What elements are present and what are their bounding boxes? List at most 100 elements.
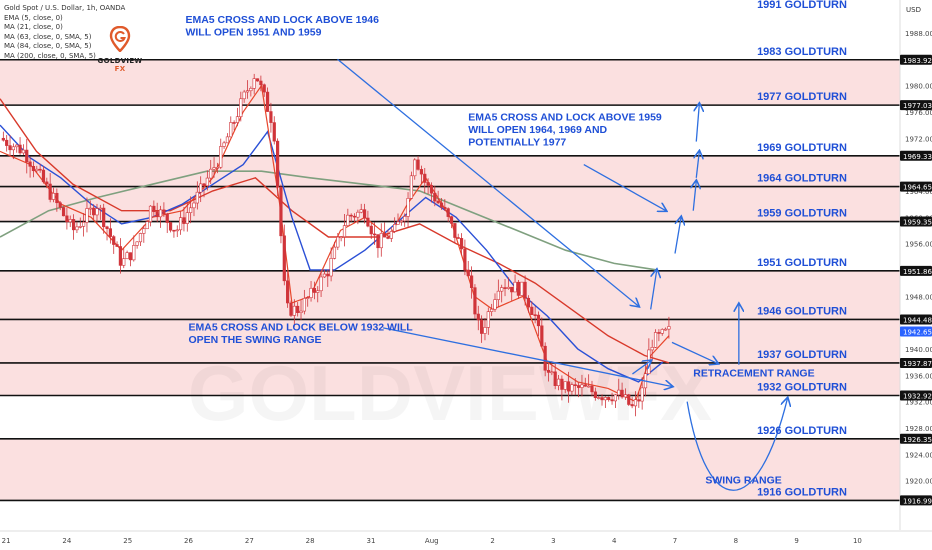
candle-body xyxy=(68,219,72,223)
candle-body xyxy=(530,306,534,315)
candle-body xyxy=(98,207,102,210)
level-label-6: 1951 GOLDTURN xyxy=(757,257,847,269)
candle-body xyxy=(486,311,490,328)
candle-body xyxy=(583,384,587,387)
candle-body xyxy=(225,136,230,144)
candle-body xyxy=(102,207,106,228)
candle-body xyxy=(168,222,173,231)
level-label-3: 1969 GOLDTURN xyxy=(757,142,847,154)
candle-body xyxy=(31,166,36,172)
candle-body xyxy=(75,226,79,231)
candle-body xyxy=(419,169,424,175)
time-tick-11: 7 xyxy=(673,537,677,545)
candle-body xyxy=(466,269,470,277)
time-tick-3: 26 xyxy=(184,537,193,545)
candle-body xyxy=(362,209,367,219)
candle-body xyxy=(617,389,621,396)
candle-body xyxy=(95,208,99,216)
candle-body xyxy=(623,394,628,398)
candle-body xyxy=(35,168,39,172)
candle-body xyxy=(436,200,440,204)
candle-body xyxy=(556,378,561,386)
candle-body xyxy=(179,217,183,231)
candle-body xyxy=(215,166,219,169)
level-label-8: 1937 GOLDTURN xyxy=(757,349,847,361)
legend-ma21[interactable]: MA (21, close, 0) xyxy=(4,23,63,31)
candle-body xyxy=(536,314,541,327)
arrow-up-5 xyxy=(696,104,699,142)
candle-body xyxy=(265,91,270,112)
price-tick-14: 1988.00 xyxy=(905,30,932,38)
candle-body xyxy=(219,146,223,168)
time-axis[interactable]: 21 24 25 26 27 28 31 Aug 2 3 4 7 8 9 10 xyxy=(0,530,932,545)
candle-body xyxy=(429,185,434,194)
candle-body xyxy=(205,177,209,187)
price-tick-13: 1980.00 xyxy=(905,83,932,91)
candle-body xyxy=(122,258,126,266)
zone-bands xyxy=(0,59,900,501)
chart-title: Gold Spot / U.S. Dollar, 1h, OANDA xyxy=(4,4,126,12)
candle-body xyxy=(426,182,430,186)
time-tick-13: 9 xyxy=(794,537,798,545)
candle-body xyxy=(192,202,196,209)
annotation-0-line-1: WILL OPEN 1951 AND 1959 xyxy=(185,27,321,39)
candle-body xyxy=(145,221,149,230)
candle-body xyxy=(526,297,531,308)
candle-body xyxy=(232,122,236,124)
candle-body xyxy=(172,229,176,232)
price-tick-0: 1920.00 xyxy=(905,478,932,486)
candle-body xyxy=(125,252,129,260)
legend-ema5[interactable]: EMA (5, close, 0) xyxy=(4,13,63,22)
projection-arrows xyxy=(337,58,788,491)
price-tick-12: 1976.00 xyxy=(905,109,932,117)
candle-body xyxy=(580,384,584,388)
price-tick-10: 1964.00 xyxy=(905,188,932,196)
candle-body xyxy=(138,233,143,243)
candle-body xyxy=(590,385,594,393)
price-tag-text-11: 1916.996 xyxy=(903,497,932,505)
candle-body xyxy=(85,208,89,223)
arrow-note2 xyxy=(583,164,666,211)
legend-ma200[interactable]: MA (200, close, 0, SMA, 5) xyxy=(4,51,96,60)
candle-body xyxy=(262,84,266,93)
candle-body xyxy=(627,394,631,405)
candle-body xyxy=(51,192,56,200)
price-tag-text-2: 1969.338 xyxy=(903,153,932,161)
candle-body xyxy=(105,226,109,229)
level-label-11: 1916 GOLDTURN xyxy=(757,486,847,498)
candle-body xyxy=(653,332,658,348)
candle-body xyxy=(332,246,337,259)
candle-body xyxy=(667,326,671,330)
annotation-2-line-1: OPEN THE SWING RANGE xyxy=(189,334,322,346)
candle-body xyxy=(349,214,353,217)
candle-body xyxy=(38,168,42,171)
candle-body xyxy=(82,221,86,227)
price-tag-2 xyxy=(900,150,932,161)
candle-body xyxy=(443,206,447,209)
candle-body xyxy=(255,78,260,82)
candle-body xyxy=(372,233,377,236)
time-tick-1: 24 xyxy=(62,537,71,545)
candle-body xyxy=(540,325,544,347)
time-tick-12: 8 xyxy=(734,537,738,545)
candle-body xyxy=(299,310,303,313)
price-axis[interactable]: 1920.00 1924.00 1928.00 1932.00 1936.00 1940.… xyxy=(899,0,932,530)
candle-body xyxy=(336,236,340,248)
candle-body xyxy=(543,345,547,371)
zone-band-0 xyxy=(0,59,900,106)
ema5-line xyxy=(0,84,670,403)
candle-body xyxy=(5,139,9,146)
candle-body xyxy=(1,137,5,141)
candle-body xyxy=(439,202,444,208)
time-tick-6: 31 xyxy=(366,537,375,545)
price-tag-5 xyxy=(900,265,932,276)
legend-ma84[interactable]: MA (84, close, 0, SMA, 5) xyxy=(4,42,92,50)
legend-ma63[interactable]: MA (63, close, 0, SMA, 5) xyxy=(4,32,92,41)
candle-body xyxy=(292,305,296,316)
level-label-9: 1932 GOLDTURN xyxy=(757,382,847,394)
price-tick-5: 1940.00 xyxy=(905,346,932,354)
currency-label: USD xyxy=(906,6,921,14)
candle-body xyxy=(453,223,457,238)
